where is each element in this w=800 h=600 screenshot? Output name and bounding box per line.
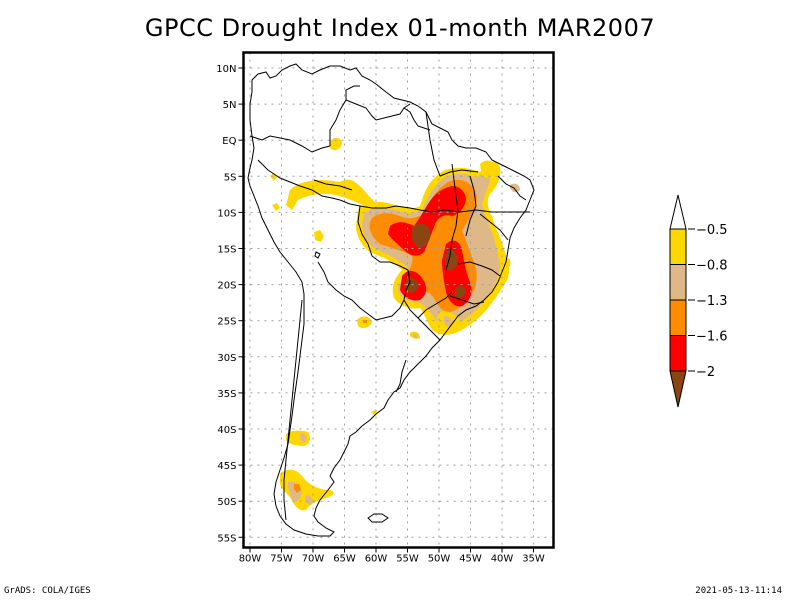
- drought-fill-yellow: [280, 469, 334, 511]
- country-border: [425, 111, 441, 177]
- x-tick-label: 35W: [522, 554, 545, 565]
- lat-lon-grid: [244, 53, 553, 547]
- y-tick-label: 5S: [224, 172, 237, 183]
- colorbar-label: −1.6: [696, 330, 728, 345]
- x-tick-label: 80W: [239, 554, 262, 565]
- country-border: [457, 261, 501, 277]
- colorbar-segment: [669, 299, 687, 336]
- country-border: [445, 163, 459, 271]
- footer-credit: GrADS: COLA/IGES: [4, 586, 91, 596]
- colorbar-label: −0.5: [696, 223, 728, 238]
- colorbar-top-arrow: [669, 194, 687, 230]
- country-border: [329, 85, 360, 146]
- drought-fill-tan: [304, 495, 313, 505]
- country-border: [439, 169, 479, 177]
- drought-fill-yellow: [314, 230, 324, 242]
- country-border: [395, 359, 407, 393]
- drought-fill-brown: [454, 285, 466, 299]
- y-tick-label: 55S: [217, 533, 236, 544]
- x-tick-label: 65W: [333, 554, 356, 565]
- y-tick-label: 35S: [217, 389, 236, 400]
- y-tick-label: 40S: [217, 425, 236, 436]
- map-frame: [242, 51, 555, 549]
- x-tick-label: 75W: [270, 554, 293, 565]
- country-border: [313, 179, 353, 191]
- country-border: [257, 159, 361, 207]
- y-tick-label: EQ: [222, 136, 236, 147]
- x-tick-label: 70W: [302, 554, 325, 565]
- drought-fill-tan: [413, 334, 418, 338]
- drought-fill-red: [388, 186, 466, 256]
- colorbar-bottom-arrow: [669, 370, 687, 408]
- country-border: [479, 213, 509, 241]
- y-tick-label: 50S: [217, 497, 236, 508]
- drought-index-fill: [270, 137, 520, 511]
- y-tick-label: 45S: [217, 461, 236, 472]
- chart-title: GPCC Drought Index 01-month MAR2007: [144, 14, 656, 42]
- colorbar-segment: [669, 264, 687, 301]
- country-border: [403, 299, 441, 341]
- country-border: [249, 135, 331, 153]
- y-tick-label: 25S: [217, 317, 236, 328]
- y-tick-label: 5N: [223, 100, 237, 111]
- lake: [314, 251, 321, 259]
- country-border: [345, 99, 377, 121]
- country-border: [465, 175, 477, 237]
- country-border: [359, 205, 530, 213]
- country-border: [283, 299, 303, 521]
- country-border: [375, 269, 411, 321]
- drought-fill-orange: [294, 484, 301, 493]
- drought-fill-yellow: [286, 179, 378, 210]
- x-axis: 80W 75W 70W 65W 60W 55W 50W 45W 40W 35W: [239, 547, 545, 565]
- country-border: [449, 295, 485, 305]
- country-border: [403, 107, 431, 131]
- y-tick-label: 10N: [216, 64, 236, 75]
- y-tick-label: 20S: [217, 281, 236, 292]
- y-tick-label: 15S: [217, 245, 236, 256]
- x-tick-label: 45W: [459, 554, 482, 565]
- country-border: [417, 291, 453, 319]
- drought-fill-tan: [300, 433, 307, 443]
- country-border: [375, 103, 411, 121]
- drought-fill-brown: [404, 277, 418, 293]
- x-tick-label: 40W: [491, 554, 514, 565]
- colorbar-segment: [669, 228, 687, 265]
- drought-fill-brown: [444, 250, 458, 271]
- colorbar-label: −0.8: [696, 259, 728, 274]
- drought-fill-yellow: [272, 203, 280, 211]
- island-falklands: [367, 513, 389, 523]
- drought-fill-brown: [411, 223, 431, 248]
- drought-fill-tan: [444, 316, 453, 327]
- drought-fill-yellow: [480, 160, 496, 178]
- colorbar-legend: −0.5 −0.8 −1.3 −1.6 −2: [669, 194, 728, 408]
- footer-timestamp: 2021-05-13-11:14: [695, 586, 782, 596]
- x-tick-label: 60W: [365, 554, 388, 565]
- coastlines-and-borders: [247, 63, 535, 537]
- country-border: [357, 205, 409, 271]
- y-tick-label: 30S: [217, 353, 236, 364]
- colorbar-segment: [669, 335, 687, 372]
- y-tick-label: 10S: [217, 208, 236, 219]
- y-axis: 10N 5N EQ 5S 10S 15S 20S 25S 30S 35S 40S 45S 50S 55S: [216, 64, 244, 544]
- x-tick-label: 50W: [428, 554, 451, 565]
- colorbar-label: −1.3: [696, 294, 728, 309]
- x-tick-label: 55W: [396, 554, 419, 565]
- colorbar-label: −2: [696, 365, 715, 380]
- drought-fill-tan: [510, 183, 520, 193]
- country-border: [317, 261, 377, 321]
- country-border: [497, 175, 527, 201]
- drought-fill-yellow: [330, 137, 342, 151]
